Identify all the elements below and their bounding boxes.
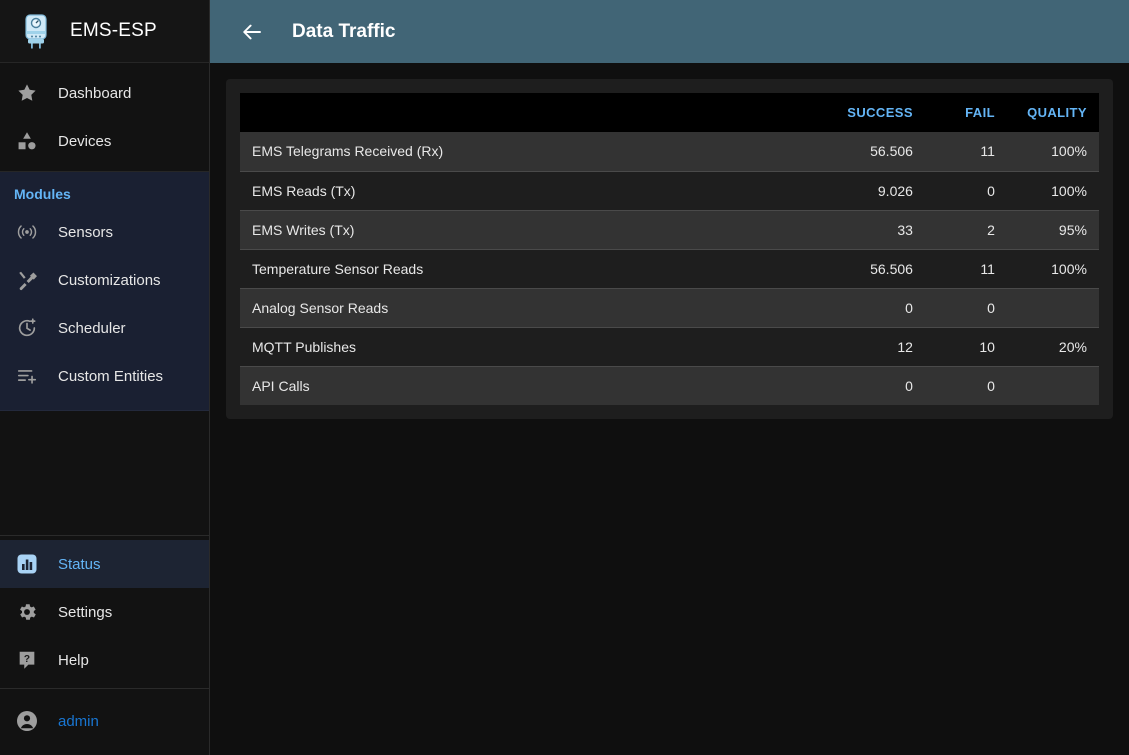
sidebar-item-user[interactable]: admin [0,697,209,745]
column-header-fail: FAIL [924,93,1007,132]
cell-fail: 0 [924,170,1007,210]
cell-success: 0 [796,365,925,405]
account-circle-icon [14,708,40,734]
cell-fail: 10 [924,326,1007,366]
sidebar-item-label: Customizations [58,271,161,289]
bar-chart-icon [14,551,40,577]
sidebar-modules-group: Modules Sensors [0,172,209,411]
cell-quality: 95% [1006,209,1099,249]
column-header-name [240,93,797,132]
table-header-row: SUCCESS FAIL QUALITY [240,93,1099,132]
data-traffic-table: SUCCESS FAIL QUALITY EMS Telegrams Recei… [240,93,1099,405]
cell-metric-name: EMS Reads (Tx) [240,170,797,210]
column-header-success: SUCCESS [796,93,925,132]
sidebar: EMS-ESP Dashboard Devices [0,0,210,755]
sidebar-item-label: Settings [58,603,113,621]
cell-fail: 11 [924,132,1007,171]
cell-fail: 0 [924,287,1007,327]
table-row: EMS Telegrams Received (Rx) 56.506 11 100% [240,132,1099,171]
table-row: API Calls 0 0 [240,365,1099,405]
brand-name: EMS-ESP [70,20,157,41]
cell-quality: 100% [1006,132,1099,171]
sidebar-item-label: Sensors [58,223,114,241]
cell-fail: 0 [924,365,1007,405]
sidebar-item-status[interactable]: Status [0,540,209,588]
cell-quality: 100% [1006,170,1099,210]
sidebar-primary-group: Dashboard Devices [0,63,209,172]
star-icon [14,80,40,106]
list-plus-icon [14,363,40,389]
table-row: Analog Sensor Reads 0 0 [240,287,1099,327]
table-head: SUCCESS FAIL QUALITY [240,93,1099,132]
sidebar-item-devices[interactable]: Devices [0,117,209,165]
cell-fail: 2 [924,209,1007,249]
sidebar-item-label: Status [58,555,101,573]
table-body: EMS Telegrams Received (Rx) 56.506 11 100% E… [240,132,1099,405]
cell-metric-name: Analog Sensor Reads [240,287,797,327]
cell-success: 33 [796,209,925,249]
cell-quality [1006,287,1099,327]
table-row: EMS Writes (Tx) 33 2 95% [240,209,1099,249]
cell-success: 56.506 [796,248,925,288]
sidebar-spacer [0,411,209,535]
column-header-quality: QUALITY [1006,93,1099,132]
cell-success: 56.506 [796,132,925,171]
table-row: EMS Reads (Tx) 9.026 0 100% [240,170,1099,210]
sidebar-item-label: Help [58,651,89,669]
cell-metric-name: Temperature Sensor Reads [240,248,797,288]
cell-metric-name: EMS Telegrams Received (Rx) [240,132,797,171]
top-app-bar: Data Traffic [210,0,1129,63]
content-area: SUCCESS FAIL QUALITY EMS Telegrams Recei… [210,63,1129,755]
sidebar-item-dashboard[interactable]: Dashboard [0,69,209,117]
sidebar-user-group: admin [0,688,209,755]
cell-metric-name: API Calls [240,365,797,405]
brand-header[interactable]: EMS-ESP [0,0,209,63]
cell-metric-name: MQTT Publishes [240,326,797,366]
sidebar-item-sensors[interactable]: Sensors [0,208,209,256]
sidebar-item-label: Dashboard [58,84,132,102]
table-row: MQTT Publishes 12 10 20% [240,326,1099,366]
sidebar-item-label: Scheduler [58,319,126,337]
data-traffic-card: SUCCESS FAIL QUALITY EMS Telegrams Recei… [226,79,1113,419]
sidebar-item-custom-entities[interactable]: Custom Entities [0,352,209,400]
category-icon [14,128,40,154]
sidebar-item-settings[interactable]: Settings [0,588,209,636]
cell-success: 12 [796,326,925,366]
sidebar-item-help[interactable]: ? Help [0,636,209,684]
cell-success: 0 [796,287,925,327]
cell-metric-name: EMS Writes (Tx) [240,209,797,249]
gear-icon [14,599,40,625]
cell-quality: 100% [1006,248,1099,288]
page-title: Data Traffic [292,20,396,42]
sidebar-item-label: Custom Entities [58,367,164,385]
clock-plus-icon [14,315,40,341]
cell-quality: 20% [1006,326,1099,366]
table-row: Temperature Sensor Reads 56.506 11 100% [240,248,1099,288]
sidebar-item-scheduler[interactable]: Scheduler [0,304,209,352]
arrow-left-icon[interactable] [240,20,264,44]
sidebar-item-label: Devices [58,132,112,150]
cell-fail: 11 [924,248,1007,288]
tools-icon [14,267,40,293]
sidebar-item-customizations[interactable]: Customizations [0,256,209,304]
main-area: Data Traffic SUCCESS FAIL QUALITY EMS Te… [210,0,1129,755]
cell-success: 9.026 [796,170,925,210]
user-name-label: admin [58,712,99,730]
boiler-icon [16,11,56,51]
sidebar-section-title-modules: Modules [14,186,71,202]
question-mark-icon: ? [14,647,40,673]
sidebar-bottom-group: Status Settings ? Help [0,535,209,688]
sensors-broadcast-icon [14,219,40,245]
svg-text:?: ? [24,654,30,665]
cell-quality [1006,365,1099,405]
